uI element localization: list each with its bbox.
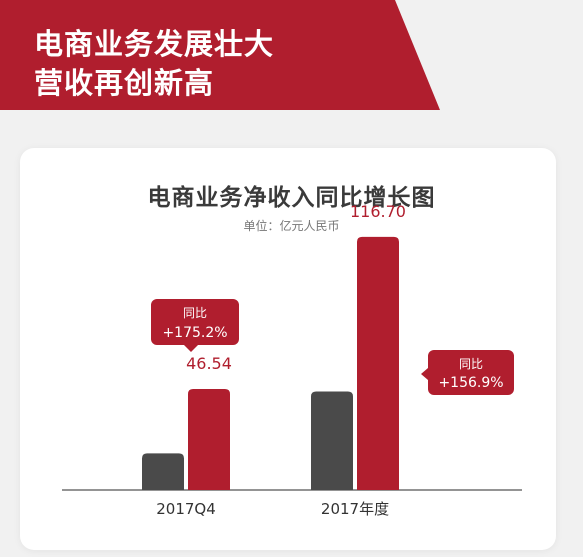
callout-box	[428, 350, 514, 395]
callout-pointer	[184, 345, 198, 352]
chart-card	[20, 148, 556, 550]
x-tick-label: 2017Q4	[156, 500, 216, 518]
chart-subtitle: 单位：亿元人民币	[243, 219, 340, 233]
data-label: 116.70	[350, 202, 406, 221]
callout-value: +175.2%	[162, 325, 227, 341]
bar-red	[188, 389, 230, 490]
callout-value: +156.9%	[438, 375, 503, 391]
header-title-line2: 营收再创新高	[34, 66, 215, 100]
bar-dark	[142, 453, 184, 490]
header-title-line1: 电商业务发展壮大	[34, 27, 275, 61]
callout-label: 同比	[459, 357, 483, 371]
callout-pointer	[421, 368, 428, 380]
data-label: 46.54	[186, 354, 232, 373]
bar-dark	[311, 391, 353, 490]
x-tick-label: 2017年度	[321, 500, 389, 518]
chart-title: 电商业务净收入同比增长图	[147, 185, 436, 211]
callout-label: 同比	[183, 306, 207, 320]
bar-red	[357, 236, 399, 490]
header-banner: 电商业务发展壮大 营收再创新高	[0, 0, 440, 110]
callout-box	[151, 299, 239, 345]
